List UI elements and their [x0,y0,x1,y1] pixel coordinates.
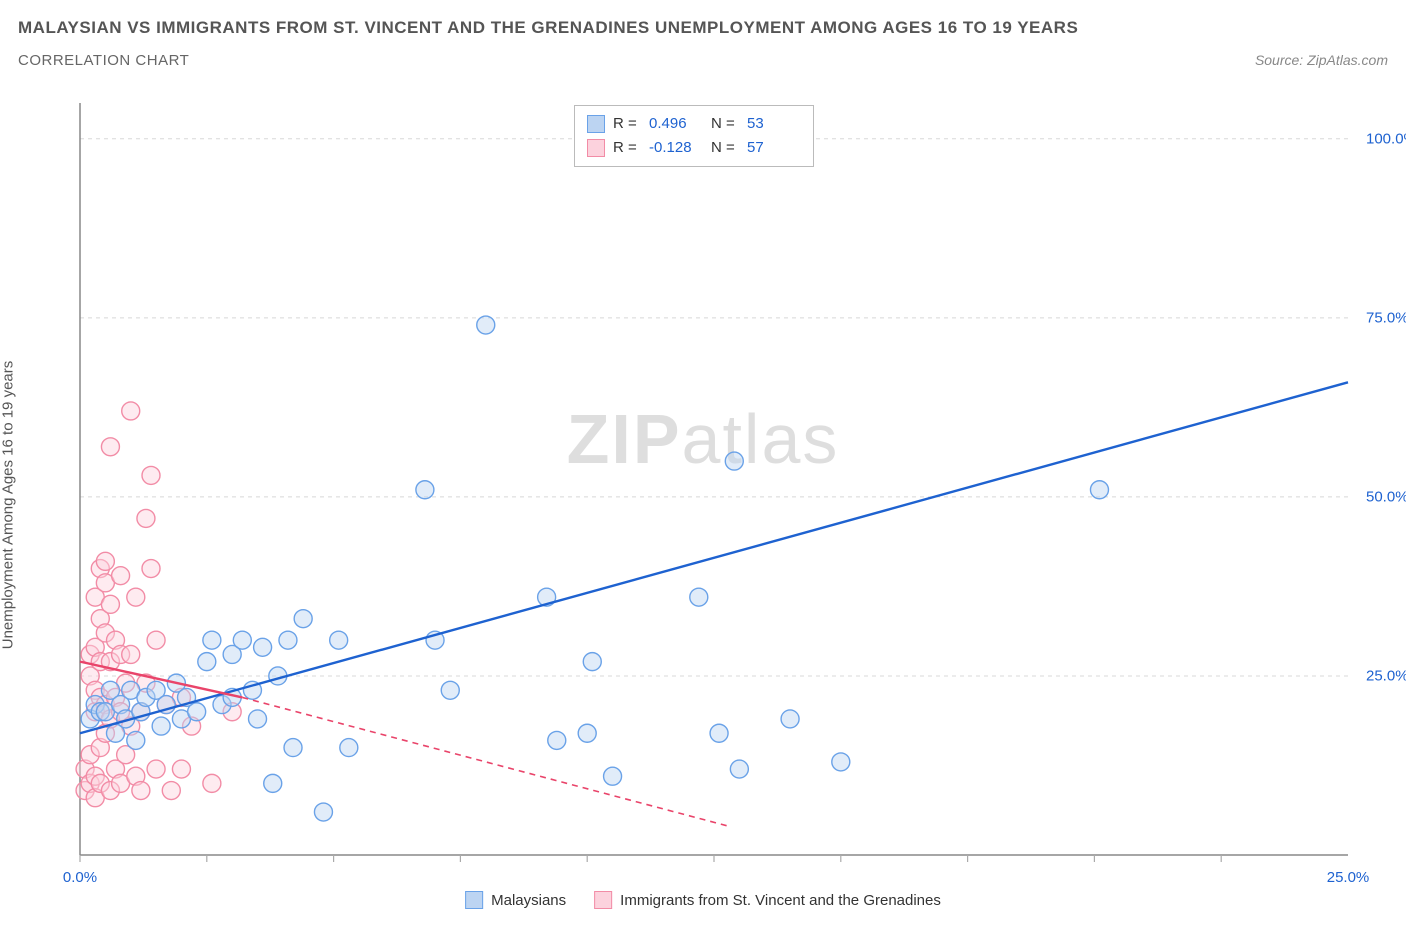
legend-label-blue: Malaysians [491,892,566,909]
chart-source: Source: ZipAtlas.com [1255,52,1388,68]
swatch-blue [465,891,483,909]
legend-label-pink: Immigrants from St. Vincent and the Gren… [620,892,941,909]
x-tick-label: 25.0% [1327,869,1370,886]
x-tick-label: 0.0% [63,869,97,886]
scatter-plot [58,95,1388,915]
swatch-pink [587,139,605,157]
y-tick-label: 100.0% [1366,130,1406,147]
chart-subtitle: CORRELATION CHART [18,52,189,69]
swatch-pink [594,891,612,909]
y-tick-label: 75.0% [1366,309,1406,326]
r-value-blue: 0.496 [649,112,703,136]
swatch-blue [587,115,605,133]
y-axis-label: Unemployment Among Ages 16 to 19 years [0,361,17,650]
series-legend: Malaysians Immigrants from St. Vincent a… [465,891,941,909]
chart-area: Unemployment Among Ages 16 to 19 years Z… [18,95,1388,915]
r-value-pink: -0.128 [649,136,703,160]
n-value-blue: 53 [747,112,801,136]
n-value-pink: 57 [747,136,801,160]
y-tick-label: 50.0% [1366,488,1406,505]
y-tick-label: 25.0% [1366,667,1406,684]
stats-legend: R = 0.496 N = 53 R = -0.128 N = 57 [574,105,814,167]
chart-title: MALAYSIAN VS IMMIGRANTS FROM ST. VINCENT… [18,18,1388,38]
